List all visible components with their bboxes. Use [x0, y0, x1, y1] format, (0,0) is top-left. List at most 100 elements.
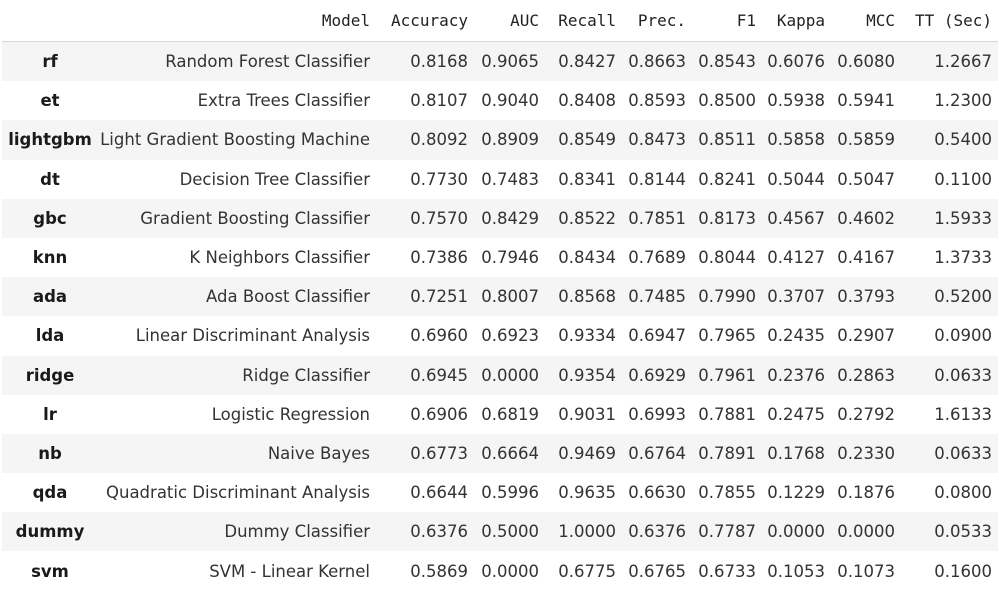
table-row: dummy Dummy Classifier 0.6376 0.5000 1.0000 0…: [2, 512, 998, 552]
f1-cell: 0.7855: [692, 473, 762, 513]
kappa-cell: 0.1053: [762, 551, 831, 591]
f1-cell: 0.8044: [692, 237, 762, 278]
kappa-cell: 0.1229: [762, 473, 831, 513]
mcc-cell: 0.4602: [831, 198, 901, 238]
accuracy-cell: 0.8168: [376, 41, 474, 82]
kappa-cell: 0.4567: [762, 198, 831, 238]
model-name-cell: Gradient Boosting Classifier: [98, 198, 376, 238]
column-header-accuracy: Accuracy: [376, 0, 474, 42]
table-row: dt Decision Tree Classifier 0.7730 0.7483 0.…: [2, 159, 998, 199]
recall-cell: 0.9635: [545, 473, 622, 513]
model-name-cell: Decision Tree Classifier: [98, 159, 376, 199]
f1-cell: 0.8511: [692, 120, 762, 160]
auc-cell: 0.0000: [474, 551, 545, 591]
accuracy-cell: 0.7730: [376, 159, 474, 199]
training-time-cell: 0.0533: [901, 512, 998, 552]
kappa-cell: 0.0000: [762, 512, 831, 552]
training-time-cell: 1.6133: [901, 394, 998, 434]
recall-cell: 0.8408: [545, 81, 622, 121]
model-name-cell: Dummy Classifier: [98, 512, 376, 552]
table-row: rf Random Forest Classifier 0.8168 0.9065 0.…: [2, 41, 998, 82]
f1-cell: 0.7965: [692, 316, 762, 356]
column-header-kappa: Kappa: [762, 0, 831, 42]
row-index-label: ada: [2, 277, 98, 317]
precision-cell: 0.8663: [622, 41, 692, 82]
model-name-cell: Naive Bayes: [98, 433, 376, 474]
auc-cell: 0.6923: [474, 316, 545, 356]
mcc-cell: 0.5047: [831, 159, 901, 199]
recall-cell: 0.6775: [545, 551, 622, 591]
precision-cell: 0.6764: [622, 433, 692, 474]
f1-cell: 0.8173: [692, 198, 762, 238]
training-time-cell: 0.0900: [901, 316, 998, 356]
f1-cell: 0.7891: [692, 433, 762, 474]
model-name-cell: Random Forest Classifier: [98, 41, 376, 82]
auc-cell: 0.8909: [474, 120, 545, 160]
mcc-cell: 0.4167: [831, 237, 901, 278]
auc-cell: 0.9065: [474, 41, 545, 82]
training-time-cell: 0.0633: [901, 355, 998, 395]
kappa-cell: 0.2376: [762, 355, 831, 395]
column-header-f1: F1: [692, 0, 762, 42]
mcc-cell: 0.2792: [831, 394, 901, 434]
precision-cell: 0.7851: [622, 198, 692, 238]
training-time-cell: 1.5933: [901, 198, 998, 238]
f1-cell: 0.8543: [692, 41, 762, 82]
mcc-cell: 0.2907: [831, 316, 901, 356]
training-time-cell: 0.1600: [901, 551, 998, 591]
auc-cell: 0.6819: [474, 394, 545, 434]
precision-cell: 0.6376: [622, 512, 692, 552]
model-name-cell: SVM - Linear Kernel: [98, 551, 376, 591]
row-index-label: et: [2, 81, 98, 121]
model-name-cell: Logistic Regression: [98, 394, 376, 434]
kappa-cell: 0.1768: [762, 433, 831, 474]
column-header-tt: TT (Sec): [901, 0, 998, 42]
recall-cell: 0.9334: [545, 316, 622, 356]
precision-cell: 0.6630: [622, 473, 692, 513]
recall-cell: 0.8427: [545, 41, 622, 82]
accuracy-cell: 0.7386: [376, 237, 474, 278]
row-index-label: dt: [2, 159, 98, 199]
recall-cell: 0.8341: [545, 159, 622, 199]
row-index-label: knn: [2, 237, 98, 278]
table-row: ridge Ridge Classifier 0.6945 0.0000 0.9354 0…: [2, 355, 998, 395]
recall-cell: 0.9031: [545, 394, 622, 434]
training-time-cell: 1.3733: [901, 237, 998, 278]
column-header-mcc: MCC: [831, 0, 901, 42]
column-header-model: Model: [98, 0, 376, 42]
auc-cell: 0.0000: [474, 355, 545, 395]
accuracy-cell: 0.6906: [376, 394, 474, 434]
row-index-label: lightgbm: [2, 120, 98, 160]
row-index-label: rf: [2, 41, 98, 82]
precision-cell: 0.8473: [622, 120, 692, 160]
accuracy-cell: 0.8092: [376, 120, 474, 160]
model-name-cell: Linear Discriminant Analysis: [98, 316, 376, 356]
table-body: rf Random Forest Classifier 0.8168 0.9065 0.…: [2, 41, 998, 591]
row-index-label: dummy: [2, 512, 98, 552]
mcc-cell: 0.1073: [831, 551, 901, 591]
header-row: Model Accuracy AUC Recall Prec. F1 Kappa…: [2, 0, 998, 42]
column-header-index: [2, 0, 98, 42]
accuracy-cell: 0.7570: [376, 198, 474, 238]
f1-cell: 0.8500: [692, 81, 762, 121]
accuracy-cell: 0.6960: [376, 316, 474, 356]
f1-cell: 0.6733: [692, 551, 762, 591]
table-row: et Extra Trees Classifier 0.8107 0.9040 0.84…: [2, 81, 998, 121]
auc-cell: 0.8007: [474, 277, 545, 317]
precision-cell: 0.6947: [622, 316, 692, 356]
f1-cell: 0.7961: [692, 355, 762, 395]
kappa-cell: 0.2435: [762, 316, 831, 356]
table-row: lightgbm Light Gradient Boosting Machine 0…: [2, 120, 998, 160]
mcc-cell: 0.5859: [831, 120, 901, 160]
kappa-cell: 0.4127: [762, 237, 831, 278]
recall-cell: 0.9354: [545, 355, 622, 395]
precision-cell: 0.8593: [622, 81, 692, 121]
column-header-recall: Recall: [545, 0, 622, 42]
auc-cell: 0.8429: [474, 198, 545, 238]
mcc-cell: 0.2863: [831, 355, 901, 395]
auc-cell: 0.7946: [474, 237, 545, 278]
auc-cell: 0.5000: [474, 512, 545, 552]
recall-cell: 0.8549: [545, 120, 622, 160]
